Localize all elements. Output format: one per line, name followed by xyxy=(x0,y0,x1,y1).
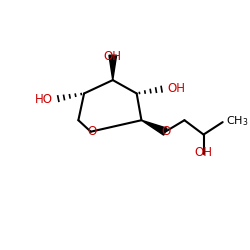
Text: HO: HO xyxy=(34,93,52,106)
Text: O: O xyxy=(162,125,171,138)
Polygon shape xyxy=(109,55,116,80)
Text: CH$_3$: CH$_3$ xyxy=(226,114,248,128)
Text: OH: OH xyxy=(104,50,122,64)
Polygon shape xyxy=(142,120,167,135)
Text: OH: OH xyxy=(194,146,212,160)
Text: O: O xyxy=(87,125,96,138)
Text: OH: OH xyxy=(167,82,185,95)
